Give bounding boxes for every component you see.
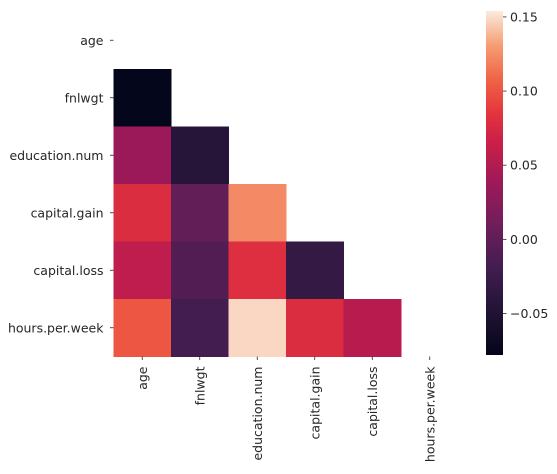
y-tick-label-capital-gain: capital.gain: [31, 205, 104, 220]
heatmap-cell-education-num-fnlwgt: [171, 126, 229, 185]
y-tick-label-education-num: education.num: [9, 148, 103, 163]
heatmap-cell-hours-per-week-age: [113, 299, 172, 357]
heatmap-cell-education-num-age: [113, 126, 172, 185]
heatmap-cell-hours-per-week-capital-gain: [286, 299, 344, 357]
heatmap-cell-capital-gain-age: [113, 184, 172, 242]
heatmap-cell-hours-per-week-education-num: [228, 299, 287, 357]
x-tick-label-hours-per-week: hours.per.week: [422, 366, 437, 462]
heatmap-cell-capital-loss-capital-gain: [286, 241, 344, 300]
heatmap-cell-fnlwgt-age: [113, 69, 172, 127]
heatmap-cell-capital-loss-age: [113, 241, 172, 300]
colorbar-tick-label: −0.05: [510, 306, 548, 321]
colorbar-gradient: [486, 11, 503, 355]
x-tick-label-capital-loss: capital.loss: [365, 367, 380, 437]
y-tick-label-age: age: [80, 33, 104, 48]
x-tick-label-fnlwgt: fnlwgt: [192, 366, 207, 405]
x-tick-label-education-num: education.num: [250, 367, 265, 461]
heatmap-cells: [113, 69, 402, 357]
heatmap-cell-capital-gain-fnlwgt: [171, 184, 229, 242]
y-tick-label-hours-per-week: hours.per.week: [8, 320, 104, 335]
y-tick-label-capital-loss: capital.loss: [33, 263, 103, 278]
heatmap-cell-capital-gain-education-num: [228, 184, 287, 242]
colorbar: −0.05 0.00 0.05 0.10 0.15: [486, 9, 548, 355]
heatmap-cell-capital-loss-fnlwgt: [171, 241, 229, 300]
colorbar-tick-label: 0.15: [510, 9, 538, 24]
colorbar-tick-label: 0.05: [510, 158, 538, 173]
heatmap-cell-hours-per-week-fnlwgt: [171, 299, 229, 357]
y-tick-labels: age fnlwgt education.num capital.gain capita…: [8, 33, 114, 335]
heatmap-cell-hours-per-week-capital-loss: [343, 299, 402, 357]
colorbar-tick-label: 0.00: [510, 232, 538, 247]
colorbar-tick-label: 0.10: [510, 84, 538, 99]
x-tick-label-age: age: [135, 366, 150, 390]
y-tick-label-fnlwgt: fnlwgt: [65, 90, 104, 105]
heatmap-cell-capital-loss-education-num: [228, 241, 287, 300]
x-tick-label-capital-gain: capital.gain: [307, 367, 322, 440]
x-tick-labels: age fnlwgt education.num capital.gain capita…: [135, 356, 437, 462]
